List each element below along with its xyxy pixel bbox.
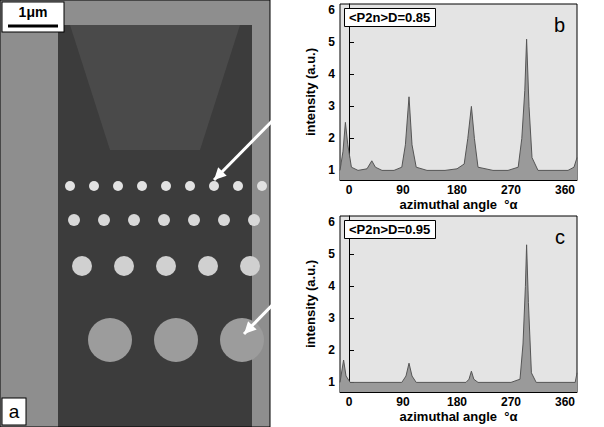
- svg-text:2: 2: [328, 343, 335, 357]
- svg-text:0: 0: [346, 183, 353, 197]
- svg-text:270: 270: [501, 183, 521, 197]
- svg-text:180: 180: [447, 183, 467, 197]
- svg-text:180: 180: [447, 395, 467, 409]
- svg-text:360: 360: [555, 395, 575, 409]
- svg-text:4: 4: [328, 279, 335, 293]
- svg-text:90: 90: [396, 183, 410, 197]
- svg-text:6: 6: [328, 3, 335, 17]
- svg-text:1: 1: [328, 375, 335, 389]
- svg-text:3: 3: [328, 311, 335, 325]
- svg-text:azimuthal angle °α: azimuthal angle °α: [400, 409, 518, 424]
- svg-text:360: 360: [555, 183, 575, 197]
- svg-text:90: 90: [396, 395, 410, 409]
- svg-text:intensity (a.u.): intensity (a.u.): [303, 48, 318, 136]
- svg-text:4: 4: [328, 67, 335, 81]
- svg-text:a: a: [9, 401, 20, 422]
- svg-text:0: 0: [346, 395, 353, 409]
- svg-text:3: 3: [328, 99, 335, 113]
- svg-text:azimuthal angle °α: azimuthal angle °α: [400, 197, 518, 212]
- svg-text:<P2n>D=0.85: <P2n>D=0.85: [349, 10, 430, 25]
- svg-text:270: 270: [501, 395, 521, 409]
- svg-text:intensity (a.u.): intensity (a.u.): [303, 260, 318, 348]
- svg-text:2: 2: [328, 131, 335, 145]
- svg-text:5: 5: [328, 35, 335, 49]
- svg-text:5: 5: [328, 247, 335, 261]
- svg-text:1μm: 1μm: [19, 4, 48, 20]
- svg-text:6: 6: [328, 215, 335, 229]
- svg-text:c: c: [555, 226, 565, 248]
- svg-text:<P2n>D=0.95: <P2n>D=0.95: [349, 222, 430, 237]
- svg-text:b: b: [554, 14, 565, 36]
- svg-text:1: 1: [328, 163, 335, 177]
